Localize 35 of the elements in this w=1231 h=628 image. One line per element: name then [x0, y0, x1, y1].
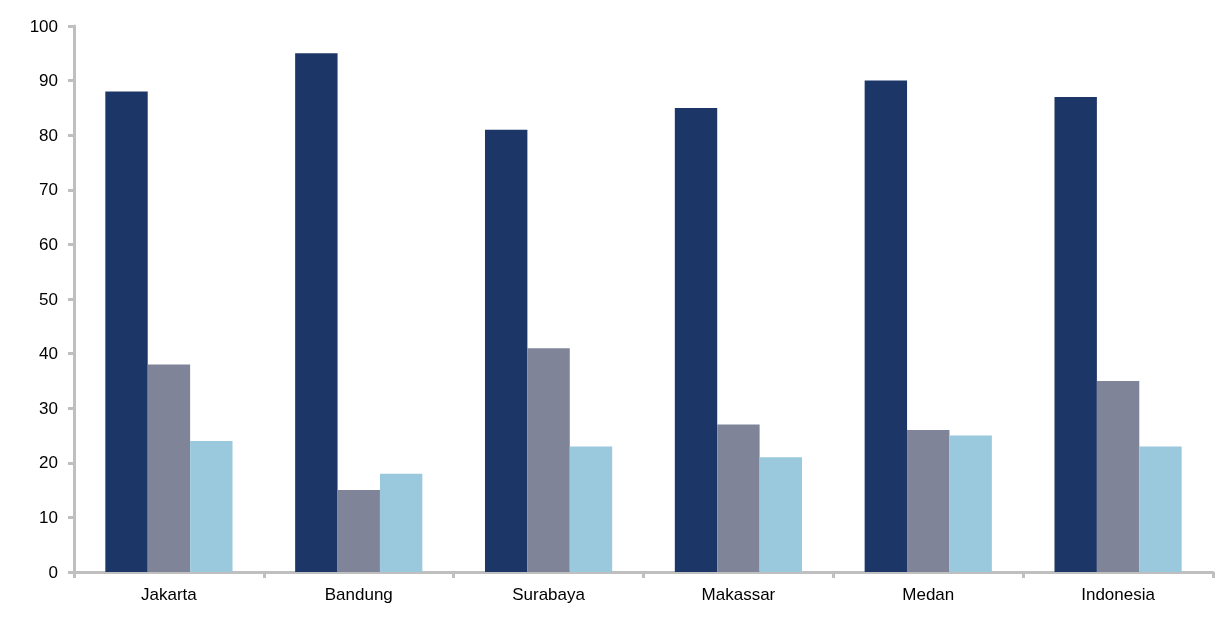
y-tick-label: 10	[39, 507, 58, 527]
y-tick-label: 60	[39, 234, 58, 254]
bar	[1054, 96, 1097, 572]
bar	[147, 364, 191, 572]
y-tick-label: 40	[39, 344, 58, 364]
y-tick-label: 50	[39, 289, 58, 309]
x-tick-label: Indonesia	[1081, 585, 1156, 604]
bar	[717, 424, 760, 572]
y-tick-label: 80	[39, 125, 58, 145]
bar	[484, 129, 528, 572]
x-tick-label: Bandung	[324, 585, 393, 604]
bar	[337, 490, 380, 572]
y-tick-label: 30	[39, 398, 58, 418]
y-tick-label: 0	[48, 562, 58, 582]
bar	[864, 80, 908, 572]
y-tick-label: 70	[39, 180, 58, 200]
bar	[105, 91, 148, 572]
bar	[295, 53, 338, 572]
y-tick-label: 20	[39, 453, 58, 473]
x-tick-label: Surabaya	[512, 585, 586, 604]
bar	[674, 107, 718, 572]
bar	[527, 348, 570, 572]
y-tick-label: 100	[29, 16, 58, 36]
bar	[949, 435, 992, 572]
bar	[190, 440, 233, 572]
x-tick-label: Makassar	[701, 585, 776, 604]
bar	[1096, 380, 1140, 572]
bar	[569, 446, 613, 572]
bar	[907, 430, 950, 572]
x-tick-label: Jakarta	[141, 585, 198, 604]
y-tick-label: 90	[39, 71, 58, 91]
x-tick-label: Medan	[902, 585, 955, 604]
bar	[379, 473, 423, 572]
bar	[759, 457, 803, 572]
bar	[1139, 446, 1182, 572]
